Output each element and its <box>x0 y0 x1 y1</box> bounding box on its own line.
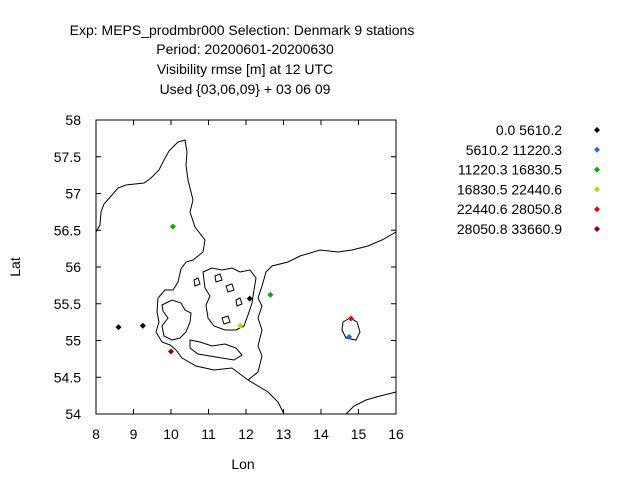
y-tick-label: 56 <box>65 259 81 275</box>
x-axis-label: Lon <box>231 456 254 472</box>
chart-title-line1: Exp: MEPS_prodmbr000 Selection: Denmark … <box>70 22 415 38</box>
legend-label: 11220.3 16830.5 <box>458 162 562 178</box>
coastline-map <box>95 139 397 415</box>
x-tick-label: 12 <box>238 426 254 442</box>
y-tick-label: 55 <box>65 333 81 349</box>
y-tick-label: 57 <box>65 186 81 202</box>
data-point <box>267 291 274 298</box>
y-axis-label: Lat <box>7 257 23 277</box>
y-tick-label: 55.5 <box>54 296 81 312</box>
x-tick-label: 14 <box>313 426 329 442</box>
x-tick-label: 16 <box>388 426 404 442</box>
y-tick-label: 54 <box>65 406 81 422</box>
y-tick-label: 54.5 <box>54 369 81 385</box>
legend-label: 5610.2 11220.3 <box>466 142 562 158</box>
legend-label: 28050.8 33660.9 <box>457 221 562 237</box>
legend-marker <box>594 127 600 133</box>
y-tick-label: 56.5 <box>54 222 81 238</box>
data-point <box>346 333 353 340</box>
data-point <box>115 324 122 331</box>
data-points <box>115 223 354 355</box>
legend-marker <box>594 186 600 193</box>
data-point <box>169 223 176 230</box>
x-tick-label: 10 <box>163 426 179 442</box>
y-tick-label: 57.5 <box>54 149 81 165</box>
data-point <box>237 322 244 329</box>
legend-marker <box>594 226 600 232</box>
x-tick-label: 15 <box>351 426 367 442</box>
chart-title-line3: Visibility rmse [m] at 12 UTC <box>157 61 333 77</box>
axis-ticks: 8 9 10 11 12 13 14 15 16 54 54.5 55 55.5 56 56.5 57 57.5… <box>54 112 404 442</box>
x-tick-label: 9 <box>130 426 138 442</box>
legend-label: 0.0 5610.2 <box>496 122 562 138</box>
legend-marker <box>594 166 600 173</box>
chart-title-line2: Period: 20200601-20200630 <box>156 41 334 57</box>
legend: 0.0 5610.2 5610.2 11220.3 11220.3 16830.5 1… <box>457 122 600 237</box>
legend-marker <box>594 146 600 153</box>
chart-title-line4: Used {03,06,09} + 03 06 09 <box>160 81 331 97</box>
y-tick-label: 58 <box>65 112 81 128</box>
data-point <box>348 315 354 322</box>
data-point <box>139 322 146 329</box>
x-tick-label: 11 <box>201 426 216 442</box>
legend-marker <box>594 206 600 213</box>
x-tick-label: 13 <box>276 426 292 442</box>
data-point <box>168 348 174 355</box>
x-tick-label: 8 <box>92 426 100 442</box>
legend-label: 22440.6 28050.8 <box>457 201 562 217</box>
data-point <box>246 295 253 302</box>
plot-frame <box>95 119 397 415</box>
legend-label: 16830.5 22440.6 <box>457 181 562 197</box>
